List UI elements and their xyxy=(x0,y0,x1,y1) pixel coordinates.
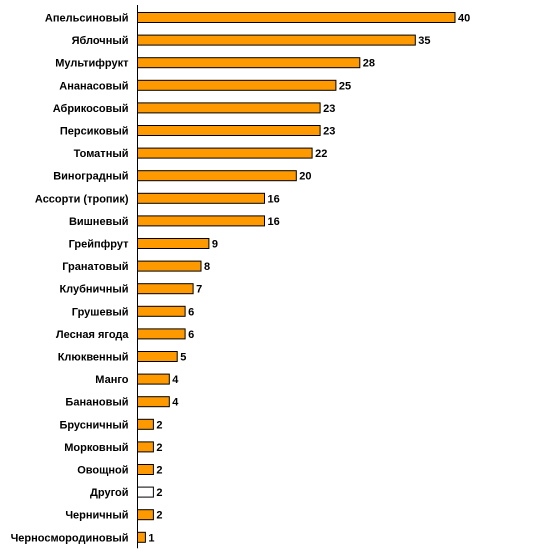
value-label-1: 40 xyxy=(458,13,470,25)
value-label-11: 9 xyxy=(212,239,218,251)
value-label-24: 1 xyxy=(148,532,154,544)
value-label-18: 4 xyxy=(172,397,179,409)
value-label-2: 35 xyxy=(418,35,430,47)
bar-15 xyxy=(137,328,186,340)
value-label-13: 7 xyxy=(196,284,202,296)
bar-3 xyxy=(137,57,361,69)
bar-6 xyxy=(137,125,321,136)
bar-1 xyxy=(137,12,456,23)
category-label-17: Манго xyxy=(95,374,128,386)
category-label-4: Ананасовый xyxy=(59,80,128,92)
value-label-22: 2 xyxy=(156,487,162,499)
category-label-13: Клубничный xyxy=(59,284,128,296)
value-label-21: 2 xyxy=(156,465,162,477)
bar-24 xyxy=(137,531,146,543)
category-label-11: Грейпфрут xyxy=(69,239,130,251)
value-label-8: 20 xyxy=(299,171,311,183)
category-label-22: Другой xyxy=(90,487,128,499)
bar-2 xyxy=(137,34,416,46)
category-label-15: Лесная ягода xyxy=(56,329,129,341)
bar-14 xyxy=(137,305,186,317)
category-label-2: Яблочный xyxy=(72,35,129,47)
value-label-7: 22 xyxy=(315,148,327,160)
bar-7 xyxy=(137,147,313,159)
value-label-4: 25 xyxy=(339,80,351,92)
category-label-10: Вишневый xyxy=(69,216,129,228)
category-label-8: Виноградный xyxy=(53,171,128,183)
bar-8 xyxy=(137,170,297,182)
value-label-20: 2 xyxy=(156,442,162,454)
bar-17 xyxy=(137,373,170,385)
bar-13 xyxy=(137,283,194,295)
bar-20 xyxy=(137,441,154,453)
bar-10 xyxy=(137,215,265,227)
value-label-12: 8 xyxy=(204,261,210,273)
category-label-14: Грушевый xyxy=(72,306,129,318)
value-label-6: 23 xyxy=(323,126,335,138)
bar-11 xyxy=(137,238,210,249)
category-label-20: Морковный xyxy=(64,442,128,454)
category-label-9: Ассорти (тропик) xyxy=(35,193,129,205)
bar-19 xyxy=(137,418,154,430)
value-label-9: 16 xyxy=(268,193,280,205)
bar-16 xyxy=(137,351,178,362)
category-label-24: Черносмородиновый xyxy=(11,532,129,544)
bar-9 xyxy=(137,192,265,204)
bars-group xyxy=(137,12,456,543)
bar-21 xyxy=(137,464,154,475)
category-labels-group: Апельсиновый Яблочный Мультифрукт Ананасовы… xyxy=(11,13,130,545)
category-label-6: Персиковый xyxy=(60,126,129,138)
value-label-15: 6 xyxy=(188,329,194,341)
category-label-1: Апельсиновый xyxy=(45,13,129,25)
bar-18 xyxy=(137,396,170,408)
bar-5 xyxy=(137,102,321,114)
value-label-16: 5 xyxy=(180,352,186,364)
category-label-5: Абрикосовый xyxy=(53,103,129,115)
value-label-3: 28 xyxy=(363,58,375,70)
category-label-3: Мультифрукт xyxy=(55,58,129,70)
value-label-10: 16 xyxy=(268,216,280,228)
category-label-18: Банановый xyxy=(65,397,128,409)
category-label-12: Гранатовый xyxy=(62,261,128,273)
value-label-19: 2 xyxy=(156,419,162,431)
category-label-19: Брусничный xyxy=(59,419,128,431)
bar-12 xyxy=(137,260,202,272)
bar-4 xyxy=(137,79,337,91)
value-label-23: 2 xyxy=(156,510,162,522)
category-label-23: Черничный xyxy=(65,510,128,522)
value-label-5: 23 xyxy=(323,103,335,115)
category-label-16: Клюквенный xyxy=(58,352,129,364)
value-label-17: 4 xyxy=(172,374,179,386)
bar-23 xyxy=(137,509,154,521)
bar-22 xyxy=(137,486,154,498)
category-label-21: Овощной xyxy=(77,465,128,477)
category-label-7: Томатный xyxy=(74,148,129,160)
value-label-14: 6 xyxy=(188,306,194,318)
